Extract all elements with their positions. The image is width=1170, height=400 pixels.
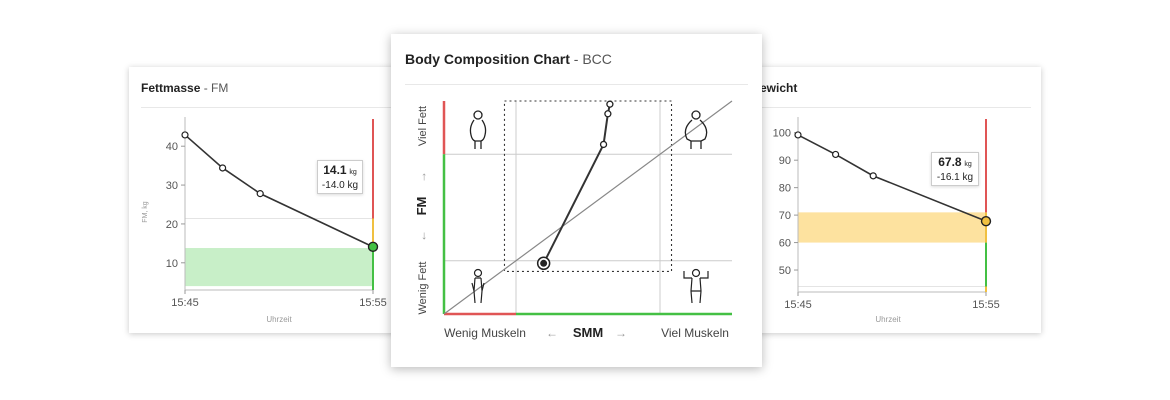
slim-person-icon xyxy=(471,268,485,304)
x-tick-label: 15:45 xyxy=(171,297,199,309)
weight-tooltip-unit: kg xyxy=(964,161,972,168)
range-band xyxy=(798,212,986,243)
y-tick-label: 70 xyxy=(779,210,791,222)
weight-tooltip-delta: -16.1 kg xyxy=(936,172,974,183)
fm-tooltip-value: 14.1 xyxy=(323,163,347,177)
bcc-diagonal xyxy=(443,100,733,315)
y-tick-label: 50 xyxy=(779,265,791,277)
bcc-y-bottom-label: Wenig Fett xyxy=(417,262,429,315)
bcc-y-top-label: Viel Fett xyxy=(417,106,429,146)
bcc-arrow-up: → xyxy=(415,171,429,183)
weight-card: ewicht Uhrzeit 50 60 70 80 90 100 15:45 15:55 6… xyxy=(740,67,1041,333)
fm-tooltip-unit: kg xyxy=(349,169,357,176)
bcc-x-left-label: Wenig Muskeln xyxy=(444,326,526,340)
weight-chart: Uhrzeit 50 60 70 80 90 100 15:45 15:55 xyxy=(773,117,1000,324)
bcc-x-axis-label: SMM xyxy=(573,325,603,340)
data-point xyxy=(181,131,189,139)
weight-tooltip: 67.8 kg -16.1 kg xyxy=(931,152,979,186)
obese-person-icon xyxy=(684,110,708,149)
x-tick-label: 15:45 xyxy=(784,299,812,311)
bcc-title-divider xyxy=(405,84,748,85)
bcc-arrow-right: → xyxy=(615,326,627,340)
fm-title-divider xyxy=(141,107,406,108)
bcc-chart: Viel Fett Wenig Fett FM → ← Wenig Muskel… xyxy=(414,100,733,340)
bcc-arrow-left: ← xyxy=(546,326,558,340)
data-point xyxy=(869,172,877,180)
muscular-person-icon xyxy=(683,268,709,304)
fm-card-title: Fettmasse - FM xyxy=(141,81,229,95)
x-tick-label: 15:55 xyxy=(972,299,1000,311)
weight-x-axis-label: Uhrzeit xyxy=(875,315,901,324)
y-tick-label: 30 xyxy=(166,180,178,192)
series-line xyxy=(797,134,987,222)
bcc-data-point xyxy=(606,100,614,108)
y-tick-label: 40 xyxy=(166,141,178,153)
bcc-data-point xyxy=(599,140,608,149)
y-tick-label: 20 xyxy=(166,219,178,231)
bcc-data-point xyxy=(604,110,612,118)
y-tick-label: 10 xyxy=(166,258,178,270)
fat-female-icon xyxy=(469,110,487,149)
current-point xyxy=(980,215,992,227)
bcc-card-title: Body Composition Chart - BCC xyxy=(405,51,612,67)
y-tick-label: 80 xyxy=(779,183,791,195)
fm-tooltip: 14.1 kg -14.0 kg xyxy=(317,160,363,194)
bcc-normal-box xyxy=(503,100,673,272)
fm-x-axis-label: Uhrzeit xyxy=(266,315,292,324)
fm-card: Fettmasse - FM FM, kg Uhrzeit 10 20 30 40 15… xyxy=(129,67,406,333)
data-point xyxy=(256,190,264,198)
y-tick-label: 60 xyxy=(779,238,791,250)
weight-card-title: ewicht xyxy=(760,81,798,95)
data-point xyxy=(794,131,802,139)
series-line xyxy=(184,134,374,248)
data-point xyxy=(218,164,227,172)
x-tick-label: 15:55 xyxy=(359,297,387,309)
bcc-arrow-down: ← xyxy=(415,230,429,242)
fm-chart: FM, kg Uhrzeit 10 20 30 40 15:45 15:55 xyxy=(142,117,387,324)
bcc-series-line xyxy=(542,103,611,264)
weight-title-divider xyxy=(760,107,1031,108)
fm-y-axis-label: FM, kg xyxy=(142,201,149,222)
y-tick-label: 100 xyxy=(773,128,791,140)
weight-tooltip-value: 67.8 xyxy=(938,155,962,169)
data-point xyxy=(831,150,840,159)
y-tick-label: 90 xyxy=(779,155,791,167)
current-point xyxy=(367,241,379,253)
bcc-x-right-label: Viel Muskeln xyxy=(661,326,729,340)
bcc-y-axis-label: FM xyxy=(414,197,429,216)
bcc-card: Body Composition Chart - BCC Viel Fett W… xyxy=(391,34,762,367)
range-band xyxy=(185,248,373,287)
fm-tooltip-delta: -14.0 kg xyxy=(321,180,359,191)
bcc-current-point xyxy=(540,259,548,267)
